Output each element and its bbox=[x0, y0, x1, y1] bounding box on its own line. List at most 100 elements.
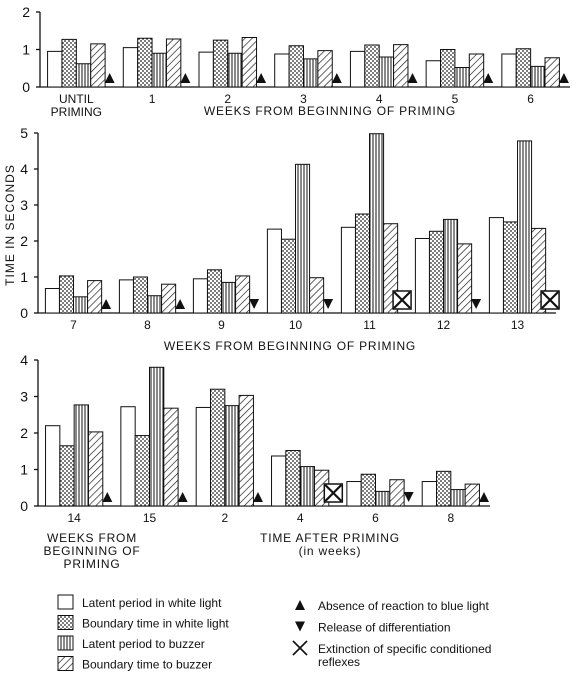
bar bbox=[212, 39, 229, 88]
bar bbox=[393, 44, 409, 88]
x-tick-label: 4 bbox=[297, 511, 304, 525]
bar bbox=[517, 140, 533, 314]
bar bbox=[440, 49, 456, 88]
x-tick-label: 7 bbox=[70, 318, 77, 332]
y-axis-label: TIME IN SECONDS bbox=[3, 164, 17, 286]
y-tick-label: 0 bbox=[20, 498, 28, 514]
x-axis-label: WEEKS FROM BEGINNING OF PRIMING bbox=[204, 104, 456, 118]
x-tick-label: 8 bbox=[144, 318, 151, 332]
bar bbox=[502, 221, 519, 314]
x-tick-label: 5 bbox=[452, 92, 459, 106]
y-tick-label: 1 bbox=[22, 42, 30, 58]
x-tick-label: 2 bbox=[224, 92, 231, 106]
marker-absence bbox=[483, 73, 494, 83]
bar bbox=[45, 425, 61, 507]
bar bbox=[210, 388, 226, 507]
bar bbox=[544, 57, 560, 88]
bar bbox=[118, 279, 134, 314]
bar bbox=[299, 466, 315, 507]
x-axis-label: TIME AFTER PRIMING (in weeks) bbox=[260, 531, 400, 558]
bar bbox=[206, 269, 223, 314]
bar bbox=[425, 60, 442, 88]
marker-release bbox=[249, 299, 260, 309]
bar bbox=[389, 479, 405, 507]
bar bbox=[192, 278, 208, 314]
marker-absence bbox=[252, 492, 263, 502]
x-tick-label: 14 bbox=[67, 511, 81, 525]
bar bbox=[271, 455, 287, 507]
x-tick-label: 12 bbox=[437, 318, 451, 332]
bar bbox=[224, 405, 240, 507]
x-tick-label: 15 bbox=[143, 511, 157, 525]
bar bbox=[428, 230, 445, 314]
legend-swatch bbox=[57, 615, 74, 630]
x-axis-label: WEEKS FROM BEGINNING OF PRIMING bbox=[44, 531, 141, 571]
y-tick-label: 2 bbox=[20, 233, 28, 249]
marker-absence bbox=[478, 492, 489, 502]
bar bbox=[436, 470, 452, 507]
legend-label: Extinction of specific conditioned reflex… bbox=[318, 642, 491, 669]
y-tick-label: 0 bbox=[22, 79, 30, 95]
y-tick-label: 2 bbox=[20, 425, 28, 441]
bar bbox=[59, 445, 75, 507]
bar bbox=[151, 52, 167, 88]
marker-absence bbox=[407, 73, 418, 83]
x-tick-label: 6 bbox=[527, 92, 534, 106]
bar bbox=[87, 280, 103, 314]
bar bbox=[450, 489, 466, 507]
y-tick-label: 2 bbox=[22, 4, 30, 20]
legend-label: Boundary time in white light bbox=[82, 617, 229, 631]
bar bbox=[227, 52, 243, 88]
bar bbox=[354, 213, 371, 314]
x-tick-label: 1 bbox=[149, 92, 156, 106]
marker-extinction bbox=[324, 484, 343, 502]
marker-absence bbox=[177, 492, 188, 502]
y-tick-label: 0 bbox=[20, 305, 28, 321]
bar bbox=[468, 53, 485, 88]
bar bbox=[90, 43, 106, 88]
marker-absence bbox=[175, 299, 186, 309]
marker-extinction bbox=[393, 291, 411, 309]
marker-absence bbox=[256, 73, 267, 83]
bar bbox=[374, 490, 391, 507]
bar bbox=[346, 481, 362, 507]
y-tick-label: 5 bbox=[20, 125, 28, 141]
bar bbox=[464, 483, 480, 507]
y-tick-label: 1 bbox=[20, 269, 28, 285]
bar bbox=[235, 275, 251, 314]
bar bbox=[238, 394, 254, 507]
legend-swatch bbox=[57, 656, 74, 671]
bar bbox=[360, 473, 376, 507]
bar bbox=[165, 38, 182, 88]
bar bbox=[148, 366, 165, 507]
legend-label: Latent period to buzzer bbox=[82, 637, 205, 651]
legend-label: Absence of reaction to blue light bbox=[318, 599, 489, 613]
marker-release bbox=[295, 621, 305, 632]
bar bbox=[457, 243, 473, 314]
bar bbox=[120, 406, 136, 507]
x-tick-label: 9 bbox=[218, 318, 225, 332]
bar bbox=[443, 218, 459, 314]
x-tick-label: 2 bbox=[221, 511, 228, 525]
y-tick-label: 3 bbox=[20, 197, 28, 213]
bar bbox=[454, 67, 470, 88]
marker-release bbox=[403, 492, 414, 502]
bar bbox=[73, 296, 89, 314]
bar bbox=[421, 481, 438, 507]
bar bbox=[530, 65, 546, 88]
x-tick-label: 10 bbox=[289, 318, 303, 332]
bar bbox=[163, 407, 179, 507]
bar bbox=[221, 281, 237, 314]
bar bbox=[47, 50, 63, 88]
bar bbox=[198, 51, 214, 88]
bar bbox=[75, 63, 92, 88]
marker-absence bbox=[331, 73, 342, 83]
bar bbox=[378, 56, 395, 88]
marker-absence bbox=[101, 299, 112, 309]
bar bbox=[369, 133, 385, 314]
bar bbox=[195, 406, 212, 507]
y-tick-label: 4 bbox=[20, 352, 28, 368]
bar bbox=[132, 276, 149, 314]
bar bbox=[122, 47, 139, 88]
